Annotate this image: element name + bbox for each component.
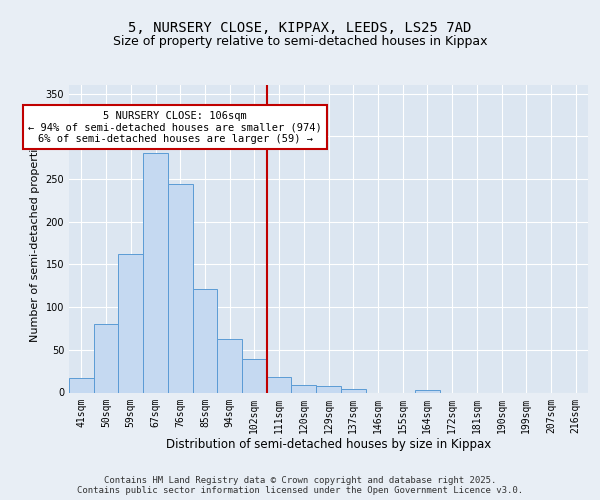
Text: 5, NURSERY CLOSE, KIPPAX, LEEDS, LS25 7AD: 5, NURSERY CLOSE, KIPPAX, LEEDS, LS25 7A… <box>128 20 472 34</box>
Bar <box>193 289 217 393</box>
Bar <box>143 154 168 392</box>
Bar <box>118 254 143 392</box>
Text: 5 NURSERY CLOSE: 106sqm
← 94% of semi-detached houses are smaller (974)
6% of se: 5 NURSERY CLOSE: 106sqm ← 94% of semi-de… <box>28 110 322 144</box>
Bar <box>316 386 341 392</box>
Text: Size of property relative to semi-detached houses in Kippax: Size of property relative to semi-detach… <box>113 34 487 48</box>
Bar <box>292 385 316 392</box>
Text: Contains HM Land Registry data © Crown copyright and database right 2025.
Contai: Contains HM Land Registry data © Crown c… <box>77 476 523 495</box>
X-axis label: Distribution of semi-detached houses by size in Kippax: Distribution of semi-detached houses by … <box>166 438 491 451</box>
Bar <box>242 359 267 392</box>
Bar <box>267 377 292 392</box>
Bar <box>415 390 440 392</box>
Y-axis label: Number of semi-detached properties: Number of semi-detached properties <box>30 136 40 342</box>
Bar <box>69 378 94 392</box>
Bar <box>94 324 118 392</box>
Bar <box>217 338 242 392</box>
Bar <box>168 184 193 392</box>
Bar <box>341 389 365 392</box>
